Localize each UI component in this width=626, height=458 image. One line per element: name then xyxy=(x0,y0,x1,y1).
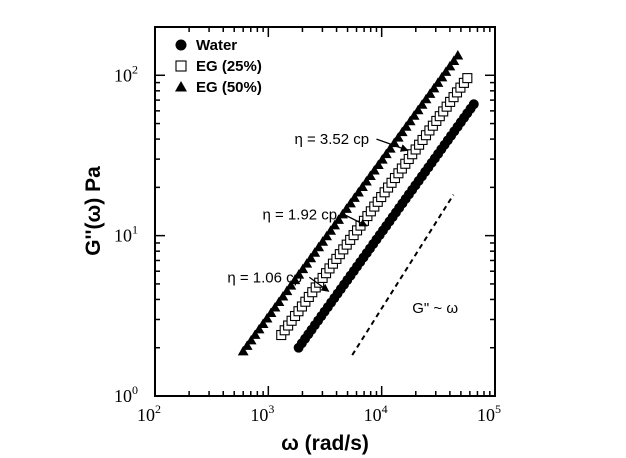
data-point xyxy=(392,132,404,142)
y-tick-label: 100 xyxy=(114,383,138,406)
reference-line-label: G" ~ ω xyxy=(412,300,458,317)
data-point xyxy=(420,93,432,104)
data-point xyxy=(237,345,249,356)
data-point xyxy=(353,186,364,197)
data-point xyxy=(285,280,297,290)
data-point xyxy=(293,269,305,279)
data-point xyxy=(241,340,253,350)
data-point xyxy=(432,77,444,87)
annotations: η = 3.52 cp η = 1.92 cp η = 1.06 cp xyxy=(227,131,409,292)
x-tick-label: 104 xyxy=(364,402,388,425)
data-point xyxy=(305,252,317,263)
annotation-label: η = 1.92 cp xyxy=(263,207,338,224)
data-point xyxy=(321,230,333,241)
plot-frame xyxy=(154,26,496,397)
data-point xyxy=(404,115,416,126)
axis-ticks xyxy=(154,26,495,397)
data-point xyxy=(341,203,352,213)
data-point xyxy=(468,99,479,110)
data-point xyxy=(361,176,372,186)
data-point xyxy=(396,126,408,137)
data-point xyxy=(317,236,329,246)
data-point xyxy=(253,323,265,334)
legend-marker xyxy=(175,81,187,92)
data-point xyxy=(452,50,464,60)
y-axis-title: G''(ω) Pa xyxy=(82,166,105,256)
data-point xyxy=(297,263,309,274)
data-point xyxy=(245,334,257,345)
data-point xyxy=(440,66,452,76)
y-tick-label: 101 xyxy=(114,223,138,246)
data-point xyxy=(372,159,384,170)
data-point xyxy=(265,307,277,317)
data-point xyxy=(368,165,380,175)
data-point xyxy=(428,82,440,93)
data-point xyxy=(333,214,344,224)
y-tick-labels: 100 101 102 xyxy=(114,62,138,406)
data-point xyxy=(337,208,348,219)
data-point xyxy=(357,181,368,191)
data-point xyxy=(436,71,448,82)
data-point xyxy=(257,318,269,328)
data-point xyxy=(345,197,356,208)
data-series xyxy=(237,50,479,356)
reference-line: G" ~ ω xyxy=(351,194,458,356)
data-point xyxy=(277,291,289,301)
reference-line-dashed xyxy=(351,194,455,356)
annotation-arrow xyxy=(376,138,409,152)
data-point xyxy=(364,170,376,181)
data-point xyxy=(416,99,428,109)
data-point xyxy=(325,225,337,235)
data-point xyxy=(289,274,301,285)
x-tick-label: 102 xyxy=(137,402,161,425)
legend-marker xyxy=(175,60,187,72)
data-point xyxy=(408,110,420,120)
data-point xyxy=(273,296,285,307)
data-point xyxy=(380,148,392,159)
legend-label: Water xyxy=(196,37,237,54)
legend: Water EG (25%) EG (50%) xyxy=(175,37,262,96)
x-axis-title: ω (rad/s) xyxy=(281,432,369,455)
series-water xyxy=(293,99,479,353)
data-point xyxy=(384,143,396,153)
data-point xyxy=(281,285,293,296)
annotation-label: η = 1.06 cp xyxy=(227,269,302,286)
data-point xyxy=(301,258,313,268)
data-point xyxy=(376,154,388,164)
x-tick-label: 105 xyxy=(477,402,501,425)
x-tick-labels: 102 103 104 105 xyxy=(137,402,501,425)
data-point xyxy=(448,55,460,65)
data-point xyxy=(329,219,341,230)
data-point xyxy=(309,247,321,257)
data-point xyxy=(424,88,436,98)
data-point xyxy=(261,313,273,323)
data-point xyxy=(412,104,424,115)
data-point xyxy=(462,73,473,84)
data-point xyxy=(400,121,412,131)
annotation-arrow xyxy=(308,276,330,292)
data-point xyxy=(313,241,325,252)
legend-marker xyxy=(175,39,187,51)
data-point xyxy=(444,60,456,71)
legend-label: EG (50%) xyxy=(196,79,262,96)
series-eg-25 xyxy=(276,73,473,341)
data-point xyxy=(249,329,261,339)
data-point xyxy=(349,192,360,202)
annotation-label: η = 3.52 cp xyxy=(294,131,369,148)
annotation-arrow xyxy=(344,214,368,227)
data-point xyxy=(269,302,281,312)
series-eg-50 xyxy=(237,50,464,356)
x-tick-label: 103 xyxy=(250,402,274,425)
y-tick-label: 102 xyxy=(114,62,138,85)
legend-label: EG (25%) xyxy=(196,58,262,75)
